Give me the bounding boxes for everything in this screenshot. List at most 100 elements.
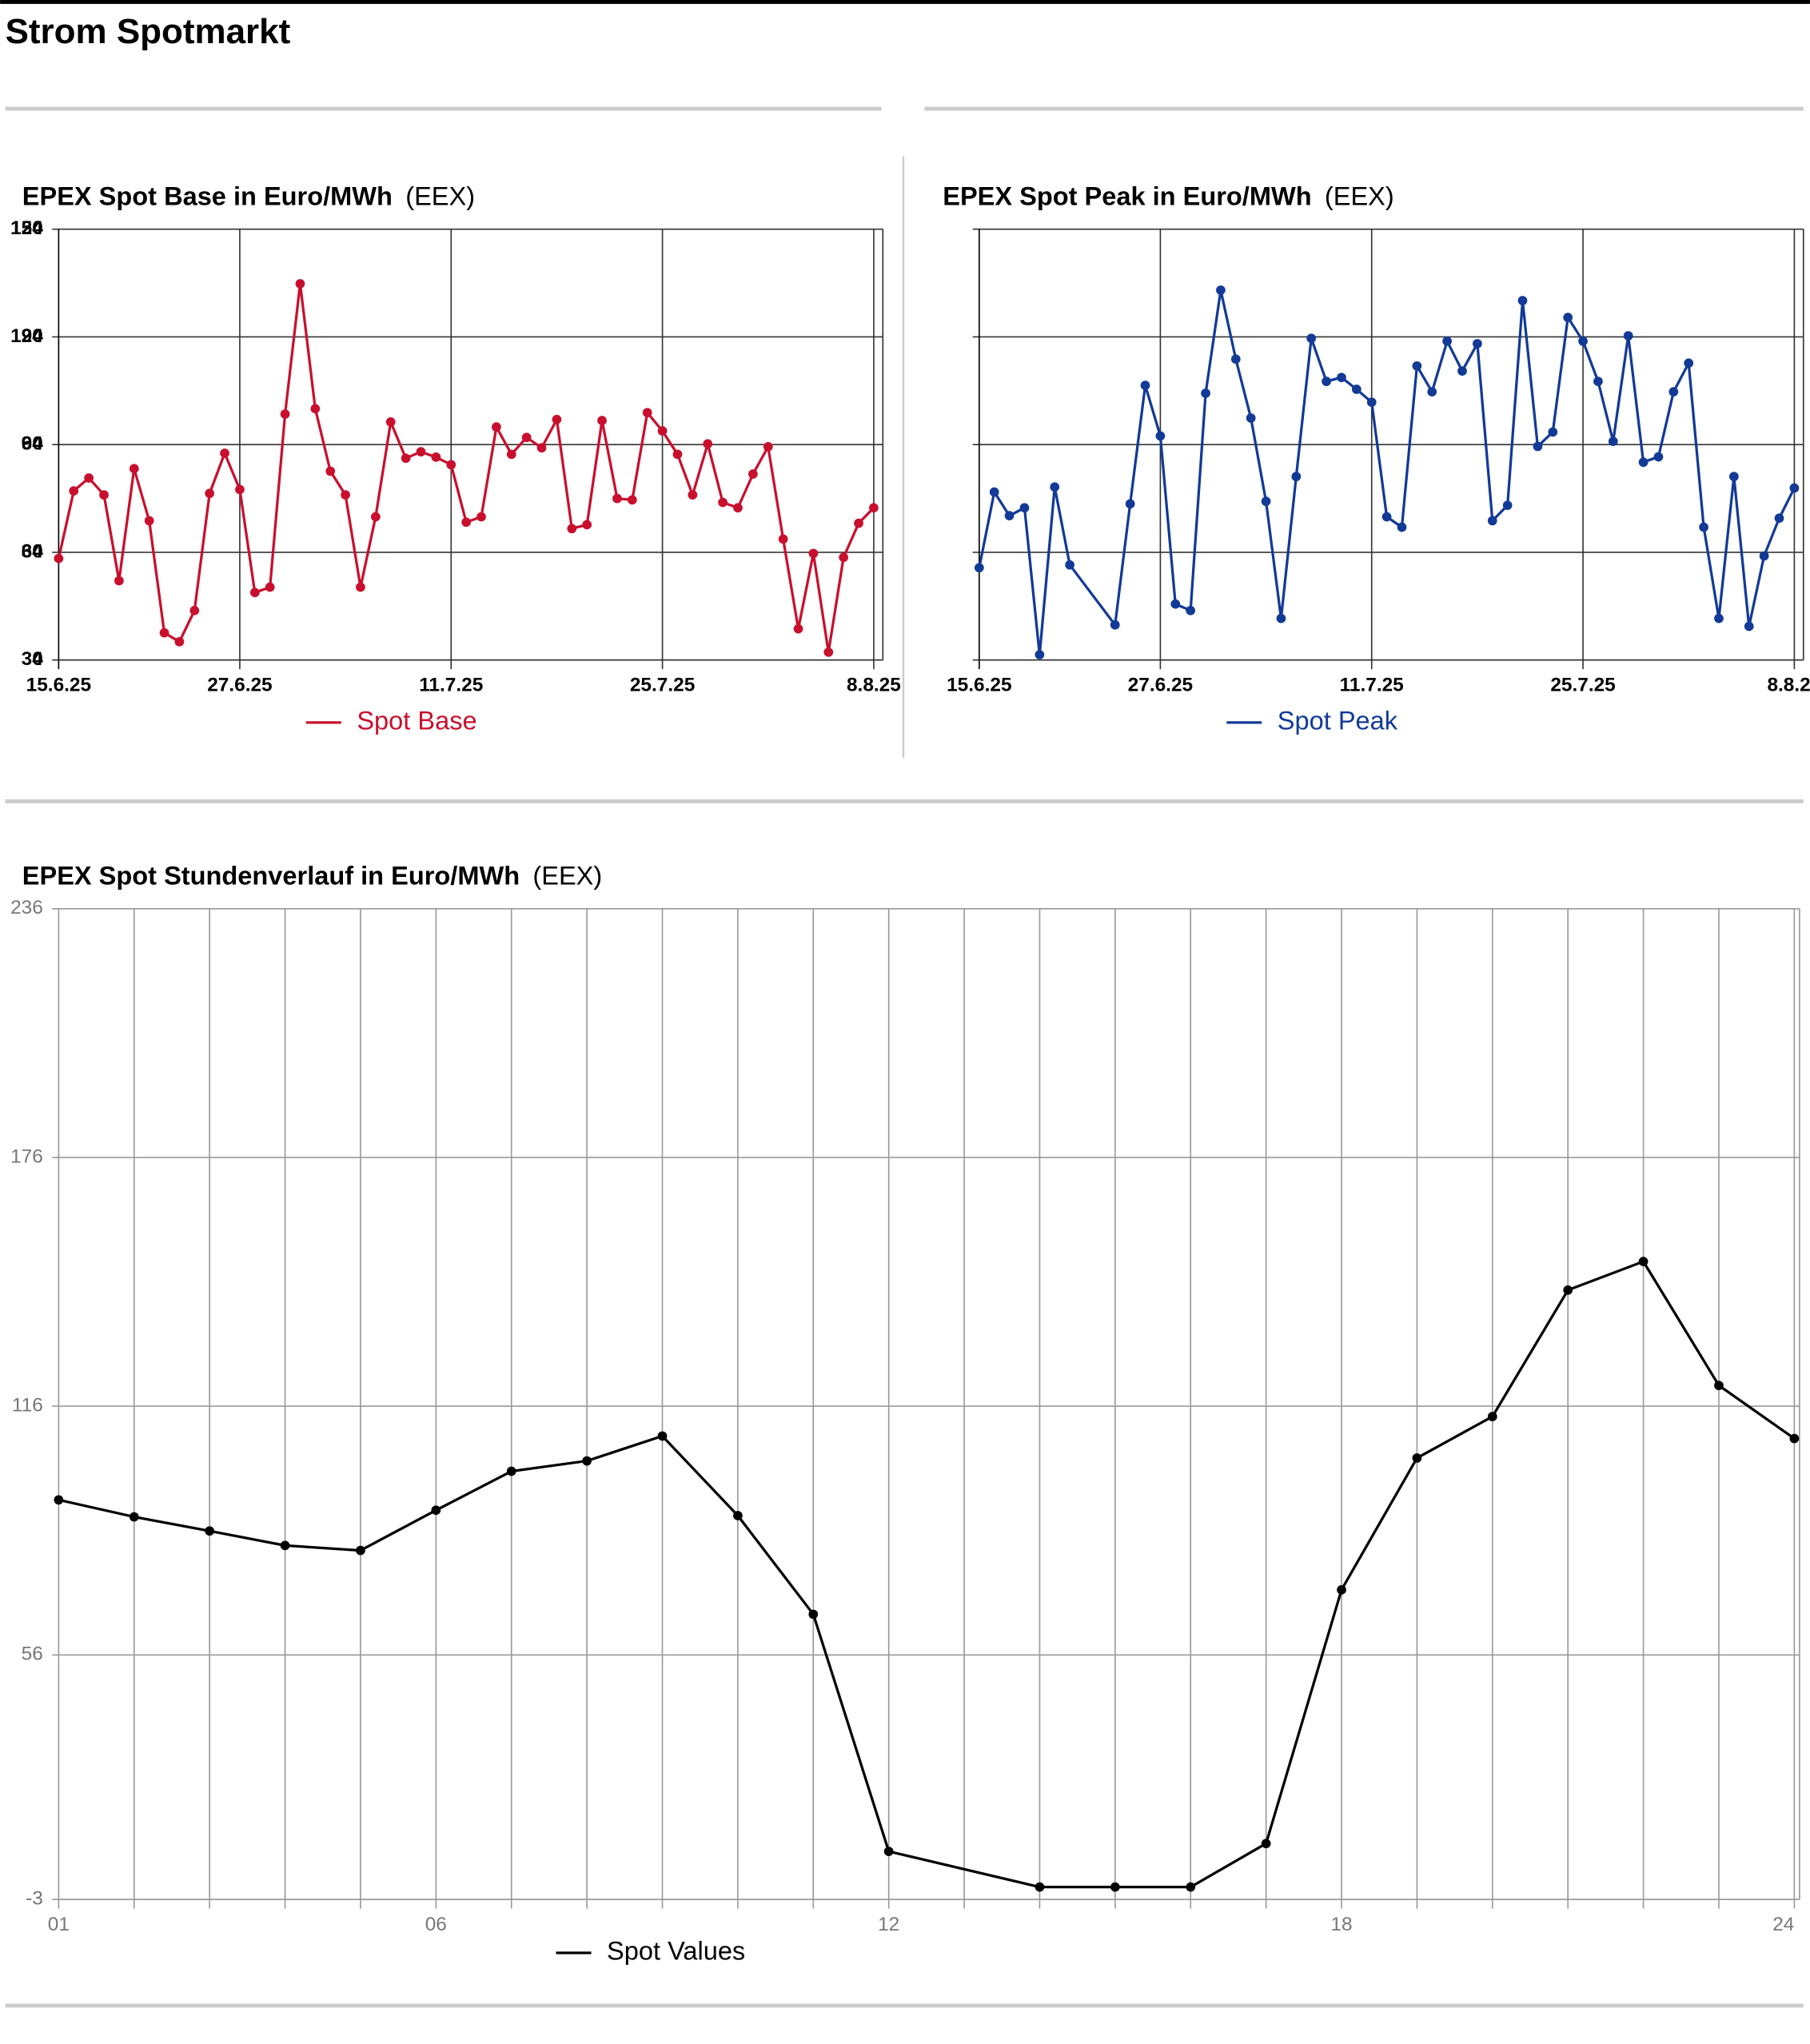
data-point [1230,354,1241,365]
chart-title-main: EPEX Spot Peak in Euro/MWh [943,181,1311,210]
y-tick-label: 176 [10,1146,43,1167]
data-point [159,628,169,638]
x-tick-label: 18 [1330,1914,1352,1935]
data-point [385,417,396,427]
data-point [1563,1285,1573,1295]
data-point [1155,431,1166,441]
data-point [205,1526,215,1536]
data-point [823,647,834,657]
data-point [1351,384,1361,394]
data-point [84,473,94,483]
data-point [446,460,456,470]
y-tick-label: 116 [12,1395,43,1416]
data-point [974,563,984,573]
data-point [249,588,260,598]
x-tick-label: 8.8.25 [1767,675,1810,696]
data-point [808,1609,819,1620]
series-line [978,289,1796,656]
chart-title: EPEX Spot Base in Euro/MWh (EEX) [22,181,475,210]
chart-title-main: EPEX Spot Stundenverlauf in Euro/MWh [22,861,520,890]
data-point [582,1456,592,1466]
data-point [854,518,863,528]
data-point [552,414,562,424]
top-bar [0,0,1810,4]
data-point [1110,1882,1120,1892]
data-point [989,487,999,497]
x-tick-label: 11.7.25 [419,675,483,696]
data-point [733,503,743,513]
data-point [1623,331,1633,341]
y-tick-label: 60 [22,433,43,455]
data-point [1487,516,1497,526]
rule [5,2003,1804,2008]
x-tick-label: 25.7.25 [630,675,695,696]
data-point [1366,397,1377,408]
data-point [341,490,350,500]
data-point [265,582,275,592]
chart-source: (EEX) [1325,181,1394,210]
data-point [325,466,336,476]
data-point [733,1511,743,1520]
y-tick-label: 94 [22,433,44,455]
data-point [1337,1584,1346,1595]
x-tick-label: 11.7.25 [1340,675,1404,696]
y-tick-label: 124 [10,325,43,347]
y-tick-label: 120 [10,217,43,239]
data-point [129,464,139,474]
data-point [356,1545,365,1556]
data-point [1533,441,1543,452]
x-tick-label: 25.7.25 [1550,675,1615,696]
data-point [1125,499,1135,509]
data-point [793,624,803,634]
data-point [1502,500,1513,510]
data-point [431,452,441,462]
data-point [1140,381,1150,390]
data-point [416,447,426,457]
data-point [189,605,200,616]
data-point [1050,482,1060,492]
y-tick-label: 0 [32,648,43,670]
y-tick-label: -3 [26,1888,43,1910]
data-point [492,422,501,432]
data-point [1276,613,1286,624]
data-point [370,512,381,522]
data-point [1427,387,1437,397]
chart-source: (EEX) [405,181,475,210]
data-point [839,552,849,563]
data-point [506,449,516,460]
data-point [1186,1882,1196,1892]
data-point [1261,496,1271,507]
data-point [1774,513,1784,524]
data-point [688,490,698,500]
data-point [869,503,879,513]
data-point [1728,472,1739,482]
x-tick-label: 01 [48,1914,70,1935]
data-point [612,493,622,504]
data-point [476,512,486,522]
y-tick-label: 34 [22,648,44,670]
data-point [1442,336,1452,346]
data-point [582,520,592,530]
data-point [1186,605,1196,616]
data-point [1517,296,1528,305]
y-tick-label: 236 [10,897,43,918]
data-point [1322,377,1331,386]
y-tick-label: 154 [10,217,43,239]
data-point [431,1505,441,1516]
data-point [1246,413,1256,423]
legend-label: Spot Peak [1278,707,1398,735]
data-point [642,408,652,418]
data-point [1744,621,1754,632]
y-tick-label: 30 [22,540,43,562]
data-point [627,495,637,505]
x-tick-label: 27.6.25 [207,675,272,696]
data-point [280,1540,290,1551]
separator [902,156,905,758]
data-point [1412,361,1422,371]
data-point [54,553,64,564]
data-point [808,548,819,559]
data-point [1668,387,1679,397]
y-tick-label: 90 [22,325,43,347]
data-point [1638,1257,1649,1266]
x-tick-label: 12 [878,1914,899,1935]
